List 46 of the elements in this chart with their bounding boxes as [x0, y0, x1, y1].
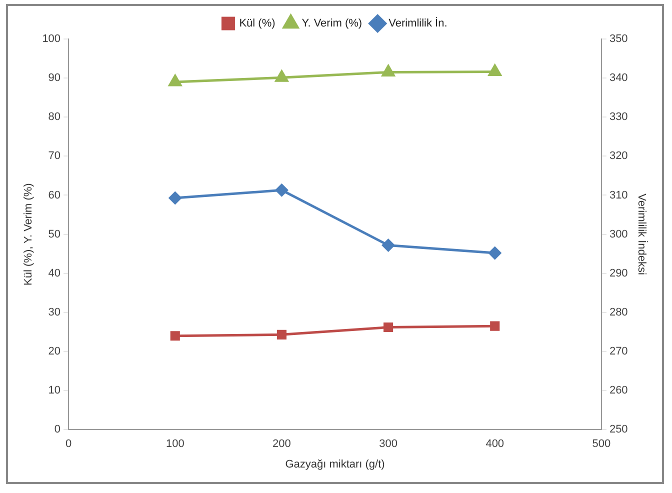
y-tick-label: 80: [48, 111, 61, 124]
point: [488, 246, 502, 260]
point: [170, 331, 180, 341]
y-tick-label: 20: [48, 346, 61, 358]
x-tick-label: 200: [272, 438, 291, 450]
x-tick-label: 500: [592, 438, 611, 450]
y2-axis-title: Verimlilik İndeksi: [635, 194, 648, 275]
point: [488, 64, 502, 76]
y-tick-label: 0: [54, 424, 61, 436]
point: [490, 321, 500, 331]
legend-label: Kül (%): [239, 18, 276, 30]
y2-tick-label: 250: [609, 424, 628, 436]
y2-tick-label: 300: [609, 228, 628, 240]
y2-tick-label: 350: [609, 33, 628, 46]
legend-label: Verimlilik İn.: [388, 16, 448, 30]
y2-tick-label: 320: [609, 150, 628, 162]
y2-tick-label: 330: [609, 111, 628, 124]
y-tick-label: 50: [48, 228, 61, 240]
point: [384, 322, 394, 332]
y2-tick-label: 280: [609, 306, 628, 318]
legend-label: Y. Verim (%): [302, 18, 362, 30]
x-tick-label: 400: [486, 438, 504, 450]
point: [382, 64, 395, 76]
x-tick-label: 300: [379, 438, 398, 450]
y-tick-label: 30: [48, 306, 61, 318]
x-tick-label: 100: [166, 438, 184, 450]
y-tick-label: 10: [48, 384, 61, 397]
point: [276, 330, 286, 340]
x-tick-label: 0: [65, 438, 72, 450]
point: [275, 184, 288, 196]
point: [168, 192, 182, 204]
y2-tick-label: 260: [609, 384, 628, 397]
point: [382, 238, 395, 252]
y-axis-title: Kül (%), Y. Verim (%): [22, 183, 35, 286]
y2-tick-label: 310: [609, 189, 628, 202]
y-tick-label: 70: [48, 150, 61, 162]
y-tick-label: 100: [42, 33, 61, 46]
y2-tick-label: 290: [609, 267, 628, 280]
y-tick-label: 40: [48, 267, 61, 280]
x-axis-title: Gazyağı miktarı (g/t): [285, 458, 385, 470]
y-tick-label: 60: [48, 189, 61, 202]
point: [168, 74, 182, 86]
point: [275, 70, 288, 82]
y-tick-label: 90: [48, 72, 61, 84]
y2-tick-label: 270: [609, 346, 628, 358]
y2-tick-label: 340: [609, 72, 628, 84]
